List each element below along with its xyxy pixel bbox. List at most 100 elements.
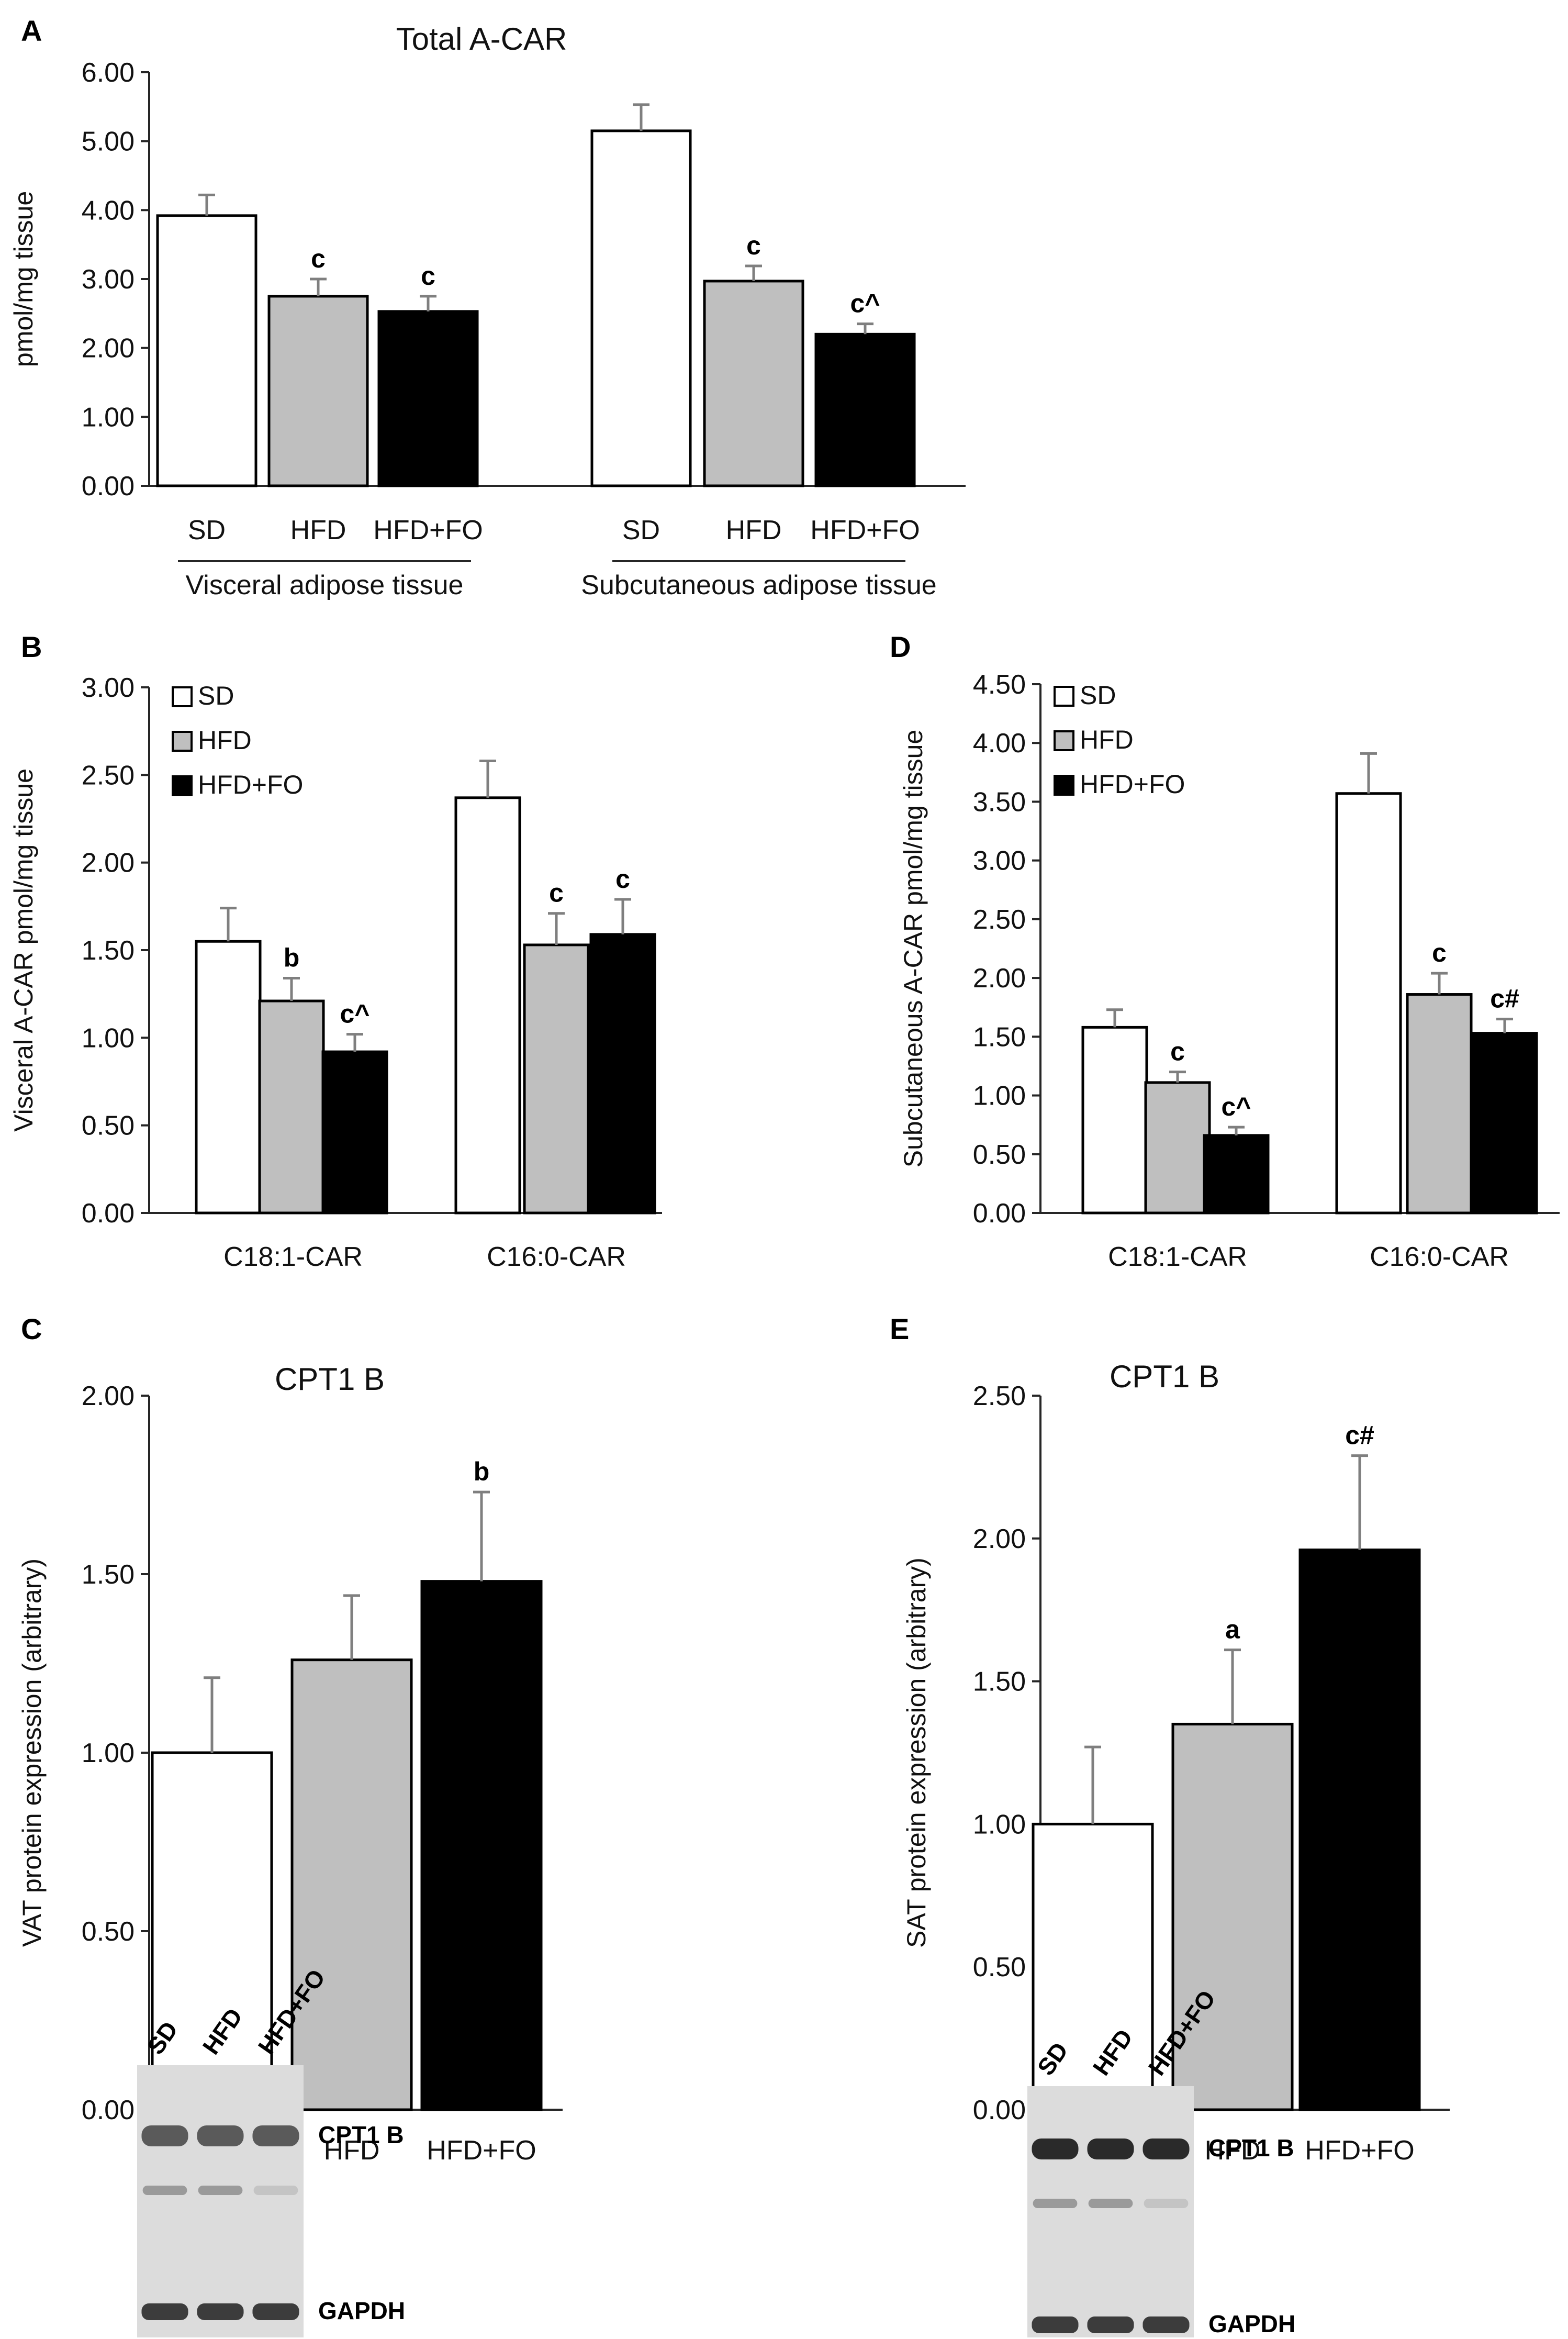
blot-band-cpt1b xyxy=(252,2125,299,2146)
significance-label: c xyxy=(421,261,435,291)
panel-letter: E xyxy=(890,1312,909,1345)
chart-panel-e: 0.00 0.50 1.00 1.50 2.00 2.50 SAT protein expr… xyxy=(890,1312,1450,2337)
blot-band-minor xyxy=(1033,2199,1078,2208)
significance-label: c xyxy=(1170,1037,1185,1066)
panel-letter: D xyxy=(890,630,911,663)
significance-label: a xyxy=(1225,1615,1240,1644)
x-category-label: HFD xyxy=(324,2135,380,2166)
legend-swatch xyxy=(1054,686,1074,707)
chart-panel-d: 0.00 0.50 1.00 1.50 2.00 2.50 3.00 3.50 4.00 4.50… xyxy=(890,630,1560,1272)
significance-label: c xyxy=(615,864,630,894)
y-tick-label: 4.50 xyxy=(973,670,1026,700)
x-category-label: C18:1-CAR xyxy=(223,1242,363,1272)
y-tick-label: 1.00 xyxy=(82,1738,135,1768)
panel-letter: C xyxy=(21,1312,42,1345)
y-tick-label: 3.00 xyxy=(82,673,135,703)
y-tick-label: 0.50 xyxy=(82,1917,135,1947)
bar-hfd-fo xyxy=(420,1580,543,2111)
significance-label: c xyxy=(1432,938,1447,967)
bar-hfd xyxy=(267,295,369,487)
x-category-label: HFD+FO xyxy=(427,2135,536,2166)
bar-sd xyxy=(1032,1822,1154,2111)
bar-sd xyxy=(195,940,262,1215)
legend-label: HFD+FO xyxy=(1080,770,1185,799)
y-tick-label: 2.00 xyxy=(82,333,135,364)
x-category-label: C16:0-CAR xyxy=(1370,1242,1509,1272)
legend-swatch xyxy=(1054,730,1074,751)
chart-title: Total A-CAR xyxy=(396,21,567,57)
blot-band-minor xyxy=(253,2186,298,2195)
y-tick-label: 2.00 xyxy=(973,1524,1026,1554)
y-tick-label: 4.00 xyxy=(82,195,135,226)
y-tick-label: 1.50 xyxy=(82,935,135,966)
legend-label: SD xyxy=(1080,681,1116,710)
blot-band-gapdh xyxy=(252,2303,299,2320)
blot-band-minor xyxy=(142,2186,187,2195)
significance-label: c# xyxy=(1490,984,1519,1013)
y-tick-label: 1.00 xyxy=(973,1809,1026,1840)
bar-hfd-fo xyxy=(814,332,916,487)
bar-hfd xyxy=(1144,1081,1211,1215)
bar-hfd xyxy=(523,943,590,1215)
y-axis-label: Subcutaneous A-CAR pmol/mg tissue xyxy=(899,730,928,1168)
x-category-label: SD xyxy=(188,515,226,545)
legend-swatch xyxy=(172,686,193,707)
blot-band-gapdh xyxy=(197,2303,244,2320)
y-tick-label: 1.00 xyxy=(973,1081,1026,1111)
panel-letter: B xyxy=(21,630,42,663)
bar-hfd-fo xyxy=(377,310,479,487)
x-category-label: SD xyxy=(622,515,660,545)
y-tick-label: 2.50 xyxy=(82,760,135,790)
blot-band-label: CPT1 B xyxy=(318,2121,404,2148)
y-tick-label: 1.50 xyxy=(82,1560,135,1590)
y-tick-label: 3.50 xyxy=(973,787,1026,817)
blot-band-cpt1b xyxy=(197,2125,244,2146)
x-category-label: HFD+FO xyxy=(810,515,920,545)
y-tick-label: 2.00 xyxy=(973,963,1026,994)
bar-hfd xyxy=(703,280,804,487)
y-axis-label: VAT protein expression (arbitrary) xyxy=(17,1558,47,1947)
blot-background xyxy=(1027,2086,1194,2337)
blot-band-gapdh xyxy=(141,2303,188,2320)
bar-sd xyxy=(151,1751,273,2111)
group-label: Subcutaneous adipose tissue xyxy=(581,570,936,600)
bar-hfd-fo xyxy=(589,933,656,1215)
blot-band-cpt1b xyxy=(141,2125,188,2146)
chart-panel-b: 0.00 0.50 1.00 1.50 2.00 2.50 3.00 Visceral A-C… xyxy=(9,630,662,1272)
blot-band-label: GAPDH xyxy=(318,2297,405,2324)
bar-sd xyxy=(1335,792,1402,1215)
bar-sd xyxy=(454,796,521,1215)
legend-label: HFD xyxy=(198,726,252,755)
y-tick-label: 1.50 xyxy=(973,1667,1026,1697)
panel-letter: A xyxy=(21,14,42,47)
bar-hfd xyxy=(1406,993,1473,1215)
y-tick-label: 6.00 xyxy=(82,58,135,88)
blot-background xyxy=(137,2065,304,2337)
legend-label: SD xyxy=(198,681,234,710)
bar-hfd-fo xyxy=(1298,1549,1421,2111)
y-tick-label: 0.50 xyxy=(973,1140,1026,1170)
blot-band-gapdh xyxy=(1087,2316,1134,2333)
y-tick-label: 0.00 xyxy=(82,2095,135,2125)
legend-swatch xyxy=(1054,775,1074,796)
significance-label: c xyxy=(311,244,326,273)
y-tick-label: 3.00 xyxy=(973,846,1026,876)
y-axis-label: SAT protein expression (arbitrary) xyxy=(902,1557,931,1948)
x-category-label: HFD+FO xyxy=(373,515,483,545)
y-tick-label: 0.00 xyxy=(82,1198,135,1229)
y-tick-label: 2.00 xyxy=(82,848,135,878)
bar-hfd-fo xyxy=(1203,1134,1270,1215)
significance-label: c xyxy=(549,878,564,908)
bar-sd xyxy=(1081,1026,1148,1215)
blot-band-minor xyxy=(1088,2199,1133,2208)
x-category-label: C16:0-CAR xyxy=(487,1242,626,1272)
bar-hfd xyxy=(1171,1722,1294,2111)
chart-panel-c: 0.00 0.50 1.00 1.50 2.00 VAT protein expressi… xyxy=(17,1312,563,2337)
significance-label: b xyxy=(284,943,300,973)
x-category-label: HFD xyxy=(726,515,782,545)
blot-band-minor xyxy=(198,2186,243,2195)
bar-hfd-fo xyxy=(321,1050,388,1215)
blot-band-minor xyxy=(1144,2199,1189,2208)
bar-sd xyxy=(156,214,257,487)
blot-band-gapdh xyxy=(1032,2316,1079,2333)
